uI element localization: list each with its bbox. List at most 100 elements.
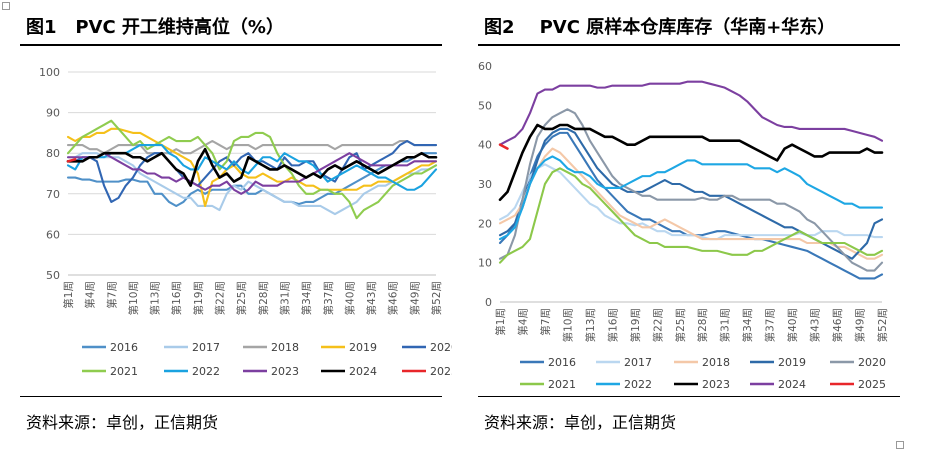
figure-2-footer-rule <box>478 396 900 397</box>
figure-2-panel: 图2 PVC 原样本仓库库存（华南+华东） 0 10 20 30 40 50 60 第1周 第4… <box>458 0 910 451</box>
legend-label-2024: 2024 <box>349 365 377 378</box>
figure-1-source: 资料来源：卓创，正信期货 <box>26 413 219 432</box>
x-tick-label: 第46周 <box>387 281 400 315</box>
x-tick-label: 第16周 <box>170 281 183 315</box>
series-line-2017 <box>498 163 884 241</box>
x-tick-label: 第10周 <box>561 308 574 342</box>
x-tick-label: 第19周 <box>192 281 205 315</box>
series-line-2021 <box>66 119 438 220</box>
x-tick-label: 第34周 <box>741 308 754 342</box>
figure-2-source: 资料来源：卓创，正信期货 <box>484 413 677 432</box>
x-tick-label: 第22周 <box>651 308 664 342</box>
x-tick-label: 第25周 <box>235 281 248 315</box>
x-tick-label: 第49周 <box>408 281 421 315</box>
series-line-2020 <box>66 139 438 203</box>
legend-label-2020: 2020 <box>858 356 886 369</box>
x-tick-label: 第7周 <box>539 308 552 336</box>
x-tick-label: 第25周 <box>674 308 687 342</box>
x-tick-label: 第1周 <box>62 281 75 309</box>
x-tick-label: 第7周 <box>105 281 118 309</box>
figure-2-title: 图2 PVC 原样本仓库库存（华南+华东） <box>484 17 836 38</box>
series-line-2018 <box>66 139 438 155</box>
y-tick-label: 60 <box>46 228 60 241</box>
x-tick-label: 第13周 <box>584 308 597 342</box>
x-tick-label: 第10周 <box>127 281 140 315</box>
x-tick-label: 第37周 <box>322 281 335 315</box>
x-tick-label: 第37周 <box>764 308 777 342</box>
legend-label-2022: 2022 <box>624 378 652 391</box>
y-tick-label: 100 <box>39 66 60 79</box>
x-tick-label: 第19周 <box>629 308 642 342</box>
x-tick-label: 第46周 <box>831 308 844 342</box>
y-tick-label: 90 <box>46 107 60 120</box>
x-tick-label: 第43周 <box>365 281 378 315</box>
series-line-2024 <box>498 80 884 146</box>
y-tick-label: 10 <box>478 257 492 270</box>
x-tick-label: 第31周 <box>278 281 291 315</box>
legend-label-2018: 2018 <box>702 356 730 369</box>
series-line-2022 <box>66 144 438 191</box>
x-tick-label: 第1周 <box>494 308 507 336</box>
series-line-2024 <box>66 147 438 187</box>
series-line-2025 <box>498 143 509 150</box>
legend-label-2020: 2020 <box>430 341 452 354</box>
x-tick-label: 第40周 <box>343 281 356 315</box>
y-tick-label: 0 <box>485 296 492 309</box>
legend-label-2018: 2018 <box>271 341 299 354</box>
corner-marker-top-left <box>2 2 10 10</box>
legend-label-2024: 2024 <box>778 378 806 391</box>
y-tick-label: 70 <box>46 188 60 201</box>
figure-1-footer-rule <box>20 396 442 397</box>
legend-label-2023: 2023 <box>271 365 299 378</box>
x-tick-label: 第16周 <box>606 308 619 342</box>
x-tick-label: 第52周 <box>430 281 443 315</box>
x-tick-label: 第13周 <box>149 281 162 315</box>
series-line-2023 <box>66 152 438 195</box>
series-line-2022 <box>498 155 884 241</box>
legend-label-2019: 2019 <box>349 341 377 354</box>
y-tick-label: 50 <box>478 99 492 112</box>
y-tick-label: 40 <box>478 139 492 152</box>
x-tick-label: 第31周 <box>719 308 732 342</box>
x-tick-label: 第34周 <box>300 281 313 315</box>
legend-label-2016: 2016 <box>548 356 576 369</box>
y-tick-label: 30 <box>478 178 492 191</box>
series-line-2018 <box>498 147 884 260</box>
x-tick-label: 第22周 <box>214 281 227 315</box>
y-tick-label: 60 <box>478 60 492 73</box>
x-tick-label: 第28周 <box>696 308 709 342</box>
legend-label-2022: 2022 <box>192 365 220 378</box>
legend-label-2019: 2019 <box>778 356 806 369</box>
y-tick-label: 80 <box>46 147 60 160</box>
x-tick-label: 第4周 <box>516 308 529 336</box>
x-tick-label: 第43周 <box>809 308 822 342</box>
series-line-2017 <box>66 152 438 216</box>
x-tick-label: 第28周 <box>257 281 270 315</box>
legend-label-2021: 2021 <box>548 378 576 391</box>
legend-label-2025: 2025 <box>858 378 886 391</box>
series-line-2025 <box>66 158 77 163</box>
series-line-2021 <box>498 167 884 264</box>
series-line-2023 <box>498 123 884 202</box>
figure-1-panel: 图1 PVC 开工维持高位（%） 50 60 70 80 90 100 第1周 第4周 第7周第… <box>0 0 452 451</box>
series-line-2019 <box>66 127 438 208</box>
y-tick-label: 50 <box>46 269 60 282</box>
figure-1-title-rule <box>20 44 442 46</box>
legend-label-2025: 2025 <box>430 365 452 378</box>
x-tick-label: 第4周 <box>84 281 97 309</box>
x-tick-label: 第49周 <box>854 308 867 342</box>
y-tick-label: 20 <box>478 217 492 230</box>
series-line-2020 <box>498 108 884 272</box>
legend-label-2017: 2017 <box>624 356 652 369</box>
figure-1-title: 图1 PVC 开工维持高位（%） <box>26 17 284 38</box>
corner-marker-bottom-right <box>896 441 904 449</box>
x-tick-label: 第52周 <box>876 308 889 342</box>
x-tick-label: 第40周 <box>786 308 799 342</box>
legend-label-2017: 2017 <box>192 341 220 354</box>
figure-2-title-rule <box>478 44 900 46</box>
legend-label-2016: 2016 <box>110 341 138 354</box>
legend-label-2021: 2021 <box>110 365 138 378</box>
legend-label-2023: 2023 <box>702 378 730 391</box>
